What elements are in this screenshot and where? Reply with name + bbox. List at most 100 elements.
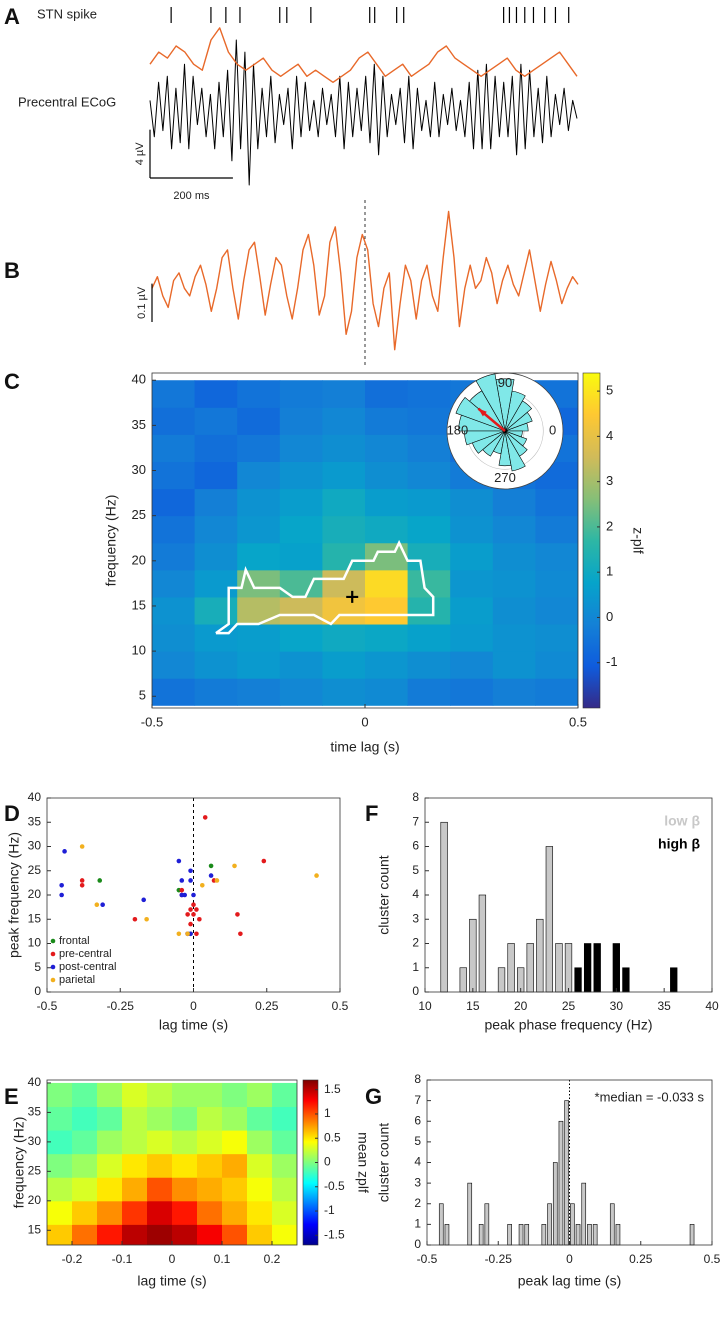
- heatmap-cell: [279, 461, 323, 490]
- point: [79, 844, 85, 849]
- heatmap-cell: [122, 1153, 148, 1178]
- heatmap-cell: [122, 1130, 148, 1155]
- y-tick-label: 10: [132, 643, 146, 658]
- x-tick-label: 0.25: [255, 999, 279, 1013]
- heatmap-cell: [535, 678, 578, 706]
- heatmap-cell: [365, 380, 409, 408]
- trace: [151, 210, 579, 351]
- heatmap-cell: [197, 1200, 223, 1225]
- heatmap-cell: [72, 1130, 98, 1155]
- rose-wedge: [455, 397, 506, 432]
- panel-letter: C: [4, 369, 20, 394]
- point: [59, 883, 64, 888]
- point: [144, 916, 149, 922]
- heatmap-cell: [407, 488, 451, 517]
- heatmap-cell: [237, 407, 281, 435]
- trace: [149, 27, 578, 83]
- heatmap-cell: [535, 515, 578, 544]
- y-tick-label: 0: [414, 1237, 421, 1251]
- point: [191, 892, 196, 898]
- heatmap-cell: [450, 596, 494, 625]
- y-axis-label: frequency (Hz): [103, 495, 119, 587]
- heatmap-cell: [152, 651, 196, 679]
- heatmap-cell: [492, 488, 536, 517]
- y-tick-label: 6: [414, 1113, 421, 1127]
- point: [232, 863, 237, 869]
- point: [188, 868, 193, 874]
- x-axis-label: time lag (s): [330, 739, 399, 755]
- x-tick-label: -0.2: [62, 1252, 83, 1266]
- colorbar-label: mean zplf: [355, 1132, 371, 1193]
- histogram-bar: [575, 1224, 581, 1246]
- y-tick-label: 10: [28, 936, 42, 950]
- polar-angle-label: 180: [447, 422, 469, 437]
- x-axis-label: peak lag time (s): [518, 1273, 621, 1289]
- point: [179, 887, 185, 893]
- point: [261, 858, 267, 864]
- heatmap-cell: [365, 461, 409, 490]
- y-tick-label: 1: [412, 960, 419, 974]
- trace-label: Precentral ECoG: [18, 94, 116, 109]
- point: [214, 878, 220, 883]
- heatmap-cell: [147, 1224, 173, 1245]
- heatmap-cell: [72, 1177, 98, 1202]
- heatmap-cell: [279, 651, 323, 679]
- heatmap-cell: [122, 1177, 148, 1202]
- y-tick-label: 30: [28, 839, 42, 853]
- heatmap-cell: [72, 1082, 98, 1108]
- y-tick-label: 25: [28, 863, 42, 877]
- histogram-bar: [547, 1203, 552, 1246]
- heatmap-cell: [247, 1153, 273, 1178]
- point: [59, 892, 64, 898]
- heatmap-cell: [535, 488, 578, 517]
- heatmap-cell: [322, 488, 366, 517]
- y-tick-label: 2: [414, 1196, 421, 1210]
- x-tick-label: 0: [566, 1252, 573, 1266]
- x-tick-label: 0.5: [332, 999, 349, 1013]
- heatmap-cell: [492, 542, 536, 571]
- heatmap-cell: [365, 407, 409, 435]
- heatmap-cell: [194, 678, 238, 706]
- x-tick-label: -0.5: [417, 1252, 438, 1266]
- heatmap-cell: [322, 678, 366, 706]
- cluster-contour: [215, 539, 435, 635]
- histogram-bar: [518, 1224, 524, 1246]
- x-tick-label: 10: [418, 999, 432, 1013]
- y-tick-label: 20: [132, 552, 146, 567]
- point: [179, 878, 185, 883]
- peak-marker: [346, 590, 359, 603]
- colorbar-tick-label: 4: [606, 428, 613, 443]
- heatmap-cell: [97, 1224, 123, 1245]
- heatmap-cell: [407, 380, 451, 408]
- histogram-bar: [526, 943, 534, 993]
- heatmap-cell: [194, 434, 238, 462]
- heatmap-cell: [97, 1177, 123, 1202]
- heatmap-cell: [407, 434, 451, 462]
- heatmap-cell: [147, 1106, 173, 1131]
- heatmap-cell: [152, 380, 196, 408]
- heatmap-cell: [272, 1106, 297, 1131]
- colorbar-tick-label: 3: [606, 473, 613, 488]
- heatmap-cell: [237, 434, 281, 462]
- heatmap-cell: [152, 434, 196, 462]
- y-tick-label: 35: [132, 417, 146, 432]
- y-tick-label: 8: [414, 1072, 421, 1086]
- histogram-bar: [689, 1224, 695, 1246]
- y-tick-label: 35: [28, 814, 42, 828]
- heatmap-cell: [197, 1106, 223, 1131]
- heatmap-cell: [365, 488, 409, 517]
- point: [79, 878, 85, 883]
- panel-letter: E: [4, 1084, 19, 1109]
- y-tick-label: 25: [132, 507, 146, 522]
- heatmap-cell: [279, 380, 323, 408]
- colorbar-tick-label: 5: [606, 383, 613, 398]
- heatmap-cell: [535, 596, 578, 625]
- heatmap-cell: [47, 1224, 73, 1245]
- heatmap-cell: [237, 678, 281, 706]
- heatmap-cells: [47, 1082, 297, 1245]
- point: [185, 912, 190, 917]
- x-axis-label: peak phase frequency (Hz): [484, 1017, 652, 1033]
- heatmap-cell: [197, 1130, 223, 1155]
- panel-letter: A: [4, 4, 20, 29]
- heatmap-cell: [407, 596, 451, 625]
